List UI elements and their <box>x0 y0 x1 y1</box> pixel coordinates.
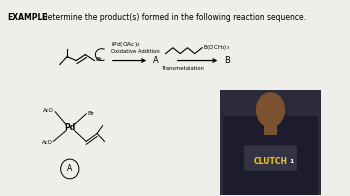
Text: AcO: AcO <box>43 108 54 113</box>
Text: CLUTCH: CLUTCH <box>253 157 287 166</box>
Ellipse shape <box>256 92 285 128</box>
Text: A: A <box>67 164 72 173</box>
Text: Br: Br <box>95 57 102 62</box>
Text: ·: · <box>304 7 307 16</box>
Text: Br: Br <box>87 111 94 116</box>
Text: 1: 1 <box>289 159 294 164</box>
Text: B(OCH$_3$)$_3$: B(OCH$_3$)$_3$ <box>203 43 230 52</box>
Text: Pd: Pd <box>64 123 75 132</box>
Text: A: A <box>153 56 159 65</box>
Text: Oxidative Addition: Oxidative Addition <box>111 49 160 54</box>
FancyBboxPatch shape <box>244 145 297 171</box>
Text: AcO: AcO <box>42 140 52 145</box>
FancyBboxPatch shape <box>264 126 277 135</box>
FancyBboxPatch shape <box>223 116 318 196</box>
FancyBboxPatch shape <box>220 90 321 195</box>
Text: B: B <box>224 56 230 65</box>
Text: : Determine the product(s) formed in the following reaction sequence.: : Determine the product(s) formed in the… <box>37 13 306 22</box>
Text: iPd(OAc)$_2$: iPd(OAc)$_2$ <box>111 40 140 49</box>
Text: EXAMPLE: EXAMPLE <box>7 13 48 22</box>
Text: Transmetalation: Transmetalation <box>162 66 205 72</box>
